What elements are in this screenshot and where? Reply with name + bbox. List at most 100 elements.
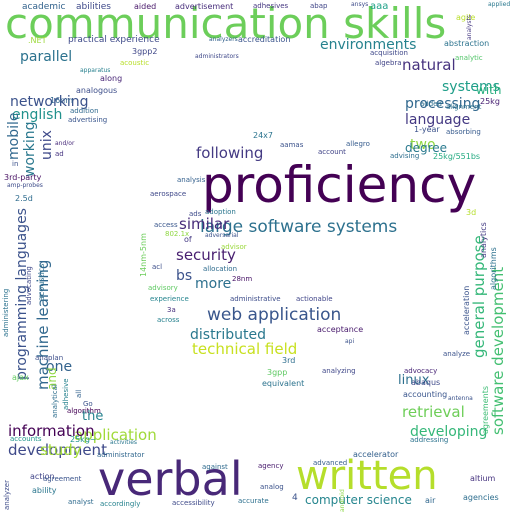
word: processing [405,96,481,112]
word: abaqus [411,378,441,387]
word: addition [70,107,99,115]
word: adhesive [62,378,70,410]
word: added [420,100,442,108]
word: 3rd [282,356,296,365]
word: study [40,441,82,459]
word: distributed [190,327,266,343]
word: advertisement [175,2,234,11]
word: activities [110,439,138,446]
word: android [339,489,346,512]
word: alignment [446,103,482,111]
word: accounts [10,435,42,443]
word: adoption [205,208,236,216]
word: actionable [296,295,333,303]
word: proficiency [202,156,477,214]
word: ads [189,210,202,218]
word: systems [442,79,500,95]
word: accordingly [100,500,141,508]
word: 3gpp [267,368,288,377]
word: across [157,316,180,324]
word: aerospace [150,190,187,198]
word: amp-probes [7,182,43,189]
word: linux [398,373,430,388]
word: academic [22,2,66,12]
word: advertising [68,116,108,124]
word: large software systems [200,217,398,237]
word: unix [39,130,55,160]
word: abap [310,2,328,10]
word: 3rd-party [4,173,42,182]
word: developing [410,424,488,440]
word: 3a [167,306,176,314]
word: acquisition [370,49,408,57]
word: along [100,74,123,83]
word: agreements [481,385,490,434]
word: algorithm [67,407,101,415]
word: analyze [443,350,471,358]
word: abilities [76,2,111,12]
word: algorithms [489,247,498,290]
word: 24x7 [253,131,274,140]
word: administrator [97,451,145,459]
word: ability [32,486,57,495]
word: accounting [403,390,448,399]
word: equivalent [262,379,305,388]
word: 802.1x [165,230,190,238]
word: absorbing [446,128,481,136]
word: api [345,338,355,345]
word: advisor [221,243,247,251]
word: analysis [177,176,206,184]
word: anaplan [35,354,64,362]
word: networking [10,94,89,110]
word: and/or [55,140,75,147]
word: analyzer [3,480,11,510]
word: analytic [455,54,483,62]
word: access [154,221,178,229]
word: Go [83,400,93,408]
word: 4 [292,493,298,503]
word: web application [207,305,342,325]
word: analytical [51,384,59,418]
word: accurate [238,497,269,505]
word: bs [176,268,193,284]
word: ajax [12,373,29,382]
word: adversarial [205,232,239,239]
word: administrators [195,53,239,60]
word: 14nm-5nm [139,233,148,277]
word: agencies [463,493,499,502]
word: analogous [76,86,118,95]
word: ad [55,150,64,158]
word: advanced [313,459,348,467]
word: retrieval [402,403,465,421]
word: experience [150,295,189,303]
word: applied [488,1,511,8]
word: english [12,107,63,123]
word: verbal [98,452,243,506]
word: allegro [346,140,370,148]
word: of [184,235,192,244]
word: 28nm [232,275,253,283]
word: accessibility [172,499,215,507]
word: software development [489,266,507,435]
word: acceptance [317,325,364,334]
word: computer science [305,493,412,507]
word: technical field [192,340,298,358]
word: analytics [479,222,488,258]
word: communication skills [5,0,447,48]
word: acl [152,263,163,271]
word: development [8,441,107,459]
word: with [476,83,502,97]
word: air [425,496,436,505]
word: aaa [370,1,389,12]
word: analyzing [322,367,356,375]
word: following [196,144,264,162]
word: advocacy [404,367,438,375]
word: analyst [68,498,94,506]
word: 2.5d [15,194,33,203]
word: altium [470,474,496,483]
word: agreement [43,475,82,483]
word: aamas [280,141,304,149]
word: 25kg [480,97,500,106]
word: in [12,160,19,168]
